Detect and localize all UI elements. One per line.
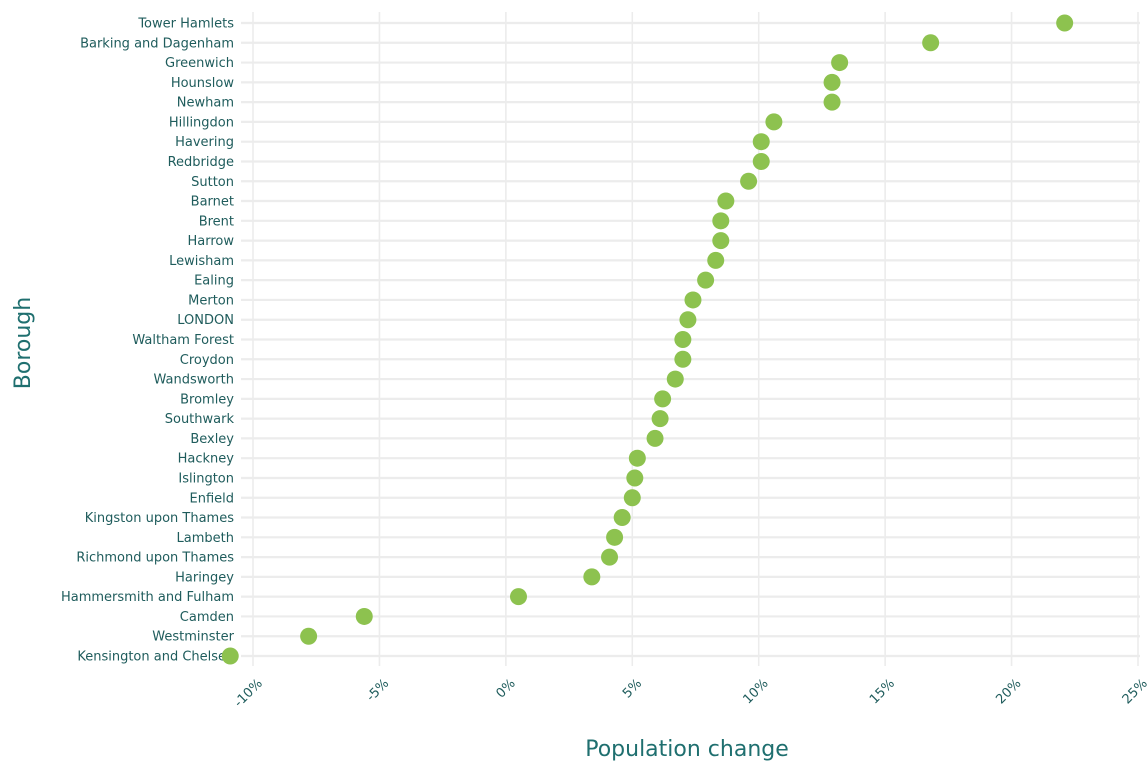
y-tick-label: Wandsworth xyxy=(153,373,234,388)
y-axis-tick-labels: Tower Hamlets Barking and Dagenham Greenwi… xyxy=(61,17,235,665)
data-point xyxy=(300,627,318,645)
data-point xyxy=(601,548,619,566)
y-tick-label: Havering xyxy=(175,135,234,150)
data-point xyxy=(823,73,841,91)
x-axis-tick-labels: -10% -5% 0% 5% 10% 15% 20% 25% xyxy=(231,676,1148,710)
data-point xyxy=(684,291,702,309)
data-point xyxy=(606,528,624,546)
x-tick-label: 25% xyxy=(1120,676,1148,707)
x-tick-label: 5% xyxy=(620,676,645,701)
data-points xyxy=(221,14,1074,665)
y-tick-label: Camden xyxy=(180,610,234,625)
y-tick-label: Lambeth xyxy=(177,531,234,546)
data-point xyxy=(583,568,601,586)
y-axis-title: Borough xyxy=(11,297,36,389)
y-tick-label: Enfield xyxy=(189,491,234,506)
data-point xyxy=(765,113,783,131)
data-point xyxy=(510,588,527,606)
data-point xyxy=(1056,14,1074,32)
data-point xyxy=(831,54,849,72)
y-tick-label: Waltham Forest xyxy=(132,333,234,348)
data-point xyxy=(355,607,373,625)
y-tick-label: Richmond upon Thames xyxy=(76,551,234,566)
data-point xyxy=(712,232,730,250)
data-point xyxy=(623,489,641,507)
y-tick-label: Barking and Dagenham xyxy=(80,36,234,51)
data-point xyxy=(679,311,697,329)
y-tick-label: Hackney xyxy=(178,452,235,467)
data-point xyxy=(674,350,692,368)
data-point xyxy=(712,212,730,230)
x-axis-title: Population change xyxy=(585,737,789,762)
data-point xyxy=(823,93,841,111)
data-point xyxy=(666,370,684,388)
y-tick-label: Brent xyxy=(199,214,234,229)
y-tick-label: Haringey xyxy=(175,570,234,585)
y-tick-label: Merton xyxy=(188,293,234,308)
data-point xyxy=(740,172,758,190)
data-point xyxy=(697,271,715,289)
y-tick-label: Westminster xyxy=(152,630,234,645)
y-tick-label: Tower Hamlets xyxy=(137,17,234,32)
data-point xyxy=(646,429,664,447)
y-tick-label: Hillingdon xyxy=(169,115,234,130)
y-tick-label: Harrow xyxy=(187,234,234,249)
y-tick-label: Greenwich xyxy=(165,56,234,71)
y-tick-label: Ealing xyxy=(194,274,234,289)
y-tick-label: Newham xyxy=(177,96,234,111)
y-tick-label: Lewisham xyxy=(169,254,234,269)
data-point xyxy=(752,133,770,151)
data-point xyxy=(626,469,644,487)
y-tick-label: Kingston upon Thames xyxy=(85,511,234,526)
data-point xyxy=(221,647,239,665)
data-point xyxy=(752,152,770,170)
y-tick-label: LONDON xyxy=(177,313,234,328)
data-point xyxy=(717,192,735,210)
y-tick-label: Croydon xyxy=(180,353,234,368)
x-tick-label: 20% xyxy=(993,676,1024,707)
data-point xyxy=(674,331,692,348)
x-tick-label: 15% xyxy=(867,676,898,707)
y-tick-label: Kensington and Chelsea xyxy=(77,650,234,665)
x-tick-label: 10% xyxy=(740,676,771,707)
data-point xyxy=(613,509,631,527)
y-tick-label: Bromley xyxy=(180,392,234,407)
y-tick-label: Islington xyxy=(178,471,234,486)
x-tick-label: -5% xyxy=(364,676,393,705)
data-point xyxy=(707,251,725,269)
x-tick-label: -10% xyxy=(231,676,265,710)
y-tick-label: Redbridge xyxy=(168,155,234,170)
y-tick-label: Hounslow xyxy=(171,76,235,91)
data-point xyxy=(628,449,646,467)
data-point xyxy=(651,410,669,428)
y-tick-label: Sutton xyxy=(191,175,234,190)
y-tick-label: Hammersmith and Fulham xyxy=(61,590,234,605)
data-point xyxy=(922,34,940,52)
x-tick-label: 0% xyxy=(493,676,518,701)
y-tick-label: Bexley xyxy=(190,432,234,447)
y-tick-label: Barnet xyxy=(191,195,234,210)
data-point xyxy=(654,390,672,408)
y-tick-label: Southwark xyxy=(165,412,235,427)
